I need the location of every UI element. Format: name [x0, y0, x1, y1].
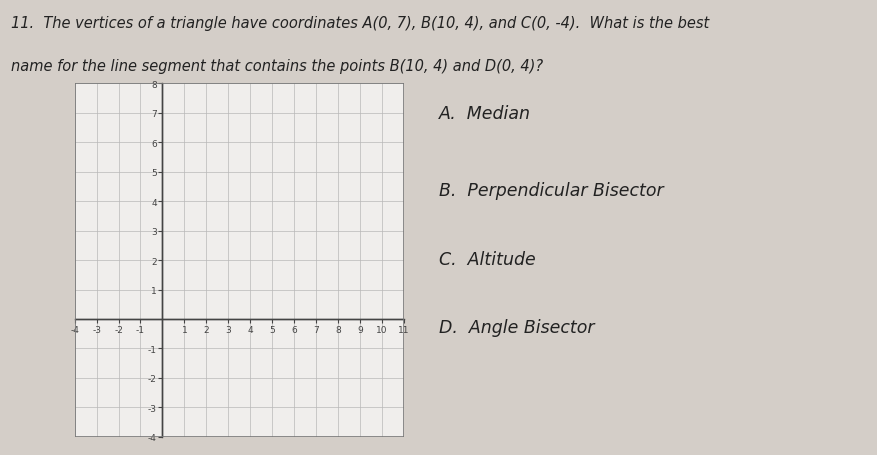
Text: B.  Perpendicular Bisector: B. Perpendicular Bisector: [438, 182, 663, 200]
Text: C.  Altitude: C. Altitude: [438, 250, 535, 268]
Text: A.  Median: A. Median: [438, 105, 531, 122]
Text: D.  Angle Bisector: D. Angle Bisector: [438, 318, 594, 336]
Text: name for the line segment that contains the points B(10, 4) and D(0, 4)?: name for the line segment that contains …: [11, 59, 542, 74]
Text: 11.  The vertices of a triangle have coordinates A(0, 7), B(10, 4), and C(0, -4): 11. The vertices of a triangle have coor…: [11, 16, 708, 31]
